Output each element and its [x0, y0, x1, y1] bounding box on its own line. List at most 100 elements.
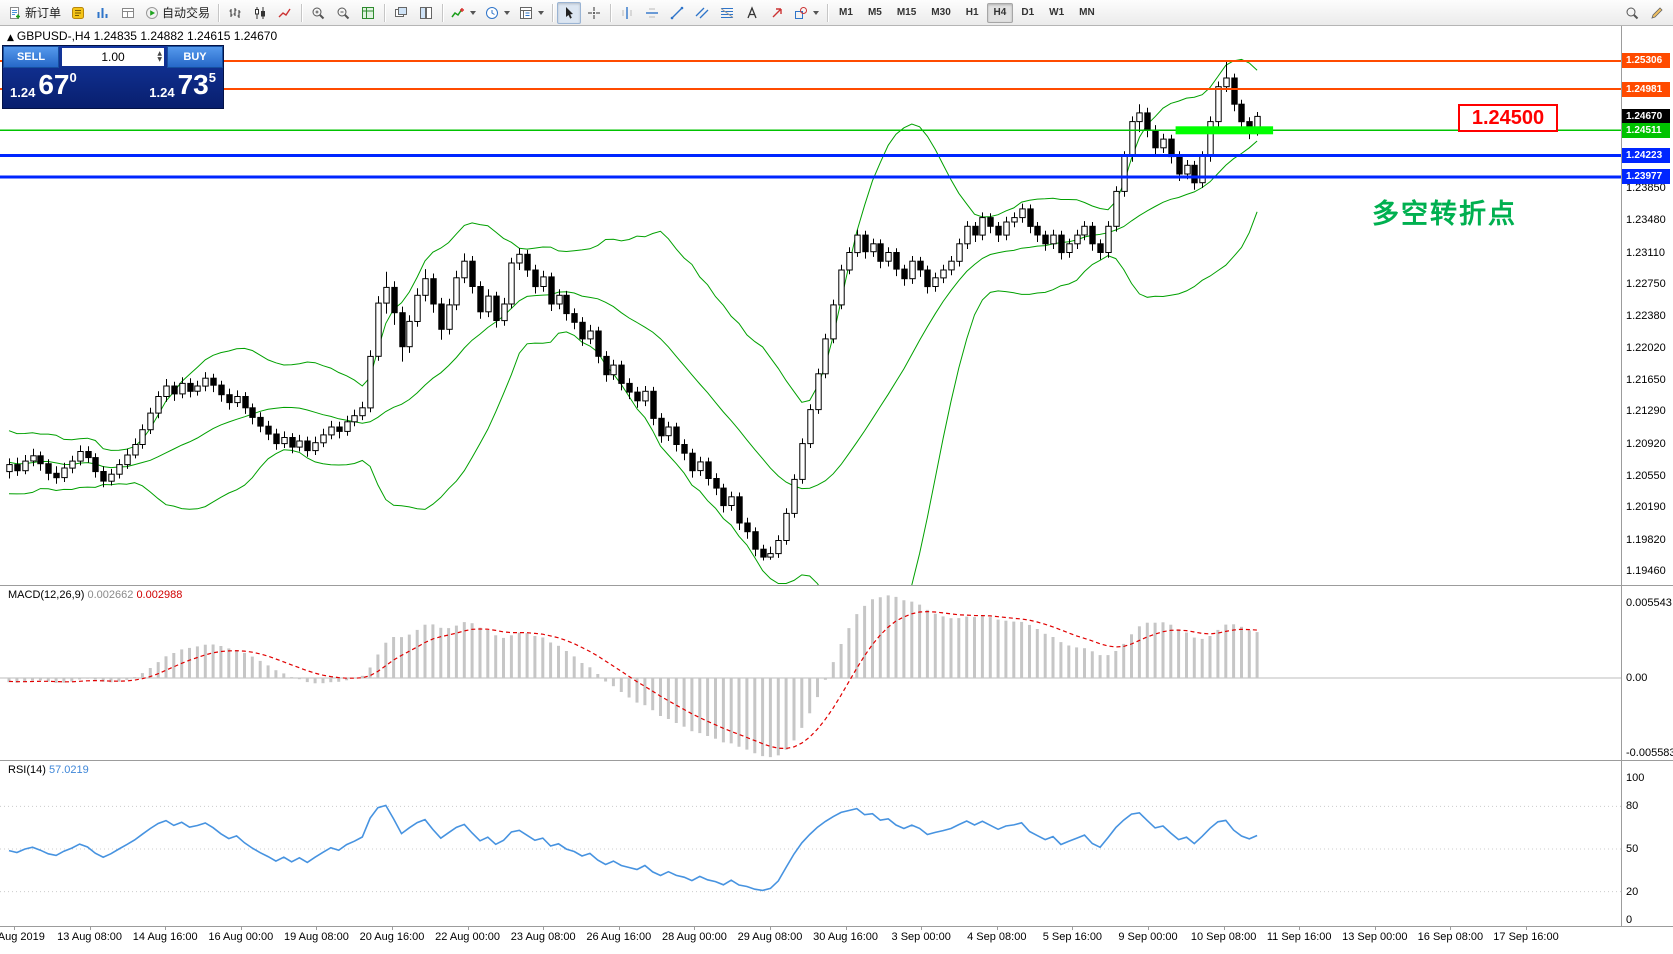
time-axis-label: 26 Aug 16:00 — [586, 931, 652, 943]
tile-windows-button[interactable] — [356, 2, 380, 24]
arrow-tools-button[interactable] — [765, 2, 789, 24]
buy-button[interactable]: BUY — [167, 46, 223, 68]
volume-down-icon[interactable]: ▼ — [157, 56, 162, 63]
time-axis-label: 11 Sep 16:00 — [1266, 931, 1332, 943]
support-zone[interactable] — [1175, 126, 1274, 135]
new-order-button[interactable]: 新订单 — [4, 2, 65, 24]
pencil-icon — [1651, 6, 1663, 19]
toolbar-separator — [442, 3, 444, 22]
buy-price[interactable]: 1.24 73 5 — [149, 69, 216, 101]
search-button[interactable] — [1620, 2, 1644, 24]
bars-icon — [229, 7, 241, 18]
trendline-button[interactable] — [665, 2, 689, 24]
shapes-button[interactable] — [790, 2, 823, 24]
zoom-out-icon — [337, 7, 350, 19]
dropdown-arrow-icon — [538, 10, 545, 15]
rsi-axis-label: 80 — [1626, 800, 1639, 813]
horizontal-line-button[interactable] — [640, 2, 664, 24]
arrow-icon — [772, 7, 782, 17]
periods-button[interactable] — [481, 2, 514, 24]
indicators-button[interactable] — [447, 2, 480, 24]
auto-trading-button[interactable]: 自动交易 — [141, 2, 214, 24]
toolbar-separator — [552, 3, 554, 22]
cascade-windows-button[interactable] — [389, 2, 413, 24]
templates-button[interactable] — [515, 2, 548, 24]
price-axis-label: 1.23850 — [1626, 181, 1666, 194]
textA-icon — [747, 5, 757, 18]
price-axis-label: 1.23480 — [1626, 214, 1666, 227]
bar-chart-mode-button[interactable] — [223, 2, 247, 24]
data-window-button[interactable] — [116, 2, 140, 24]
zoom-in-icon — [312, 7, 325, 19]
equidistant-channel-button[interactable] — [690, 2, 714, 24]
line-chart-mode-button[interactable] — [273, 2, 297, 24]
price-tag: 1.23977 — [1622, 169, 1670, 185]
timeframe-m1[interactable]: M1 — [839, 7, 853, 18]
timeframe-m5[interactable]: M5 — [867, 7, 882, 18]
sell-button[interactable]: SELL — [3, 46, 59, 68]
time-axis-label: 12 Aug 2019 — [0, 931, 45, 943]
volume-stepper[interactable]: ▲ ▼ — [156, 48, 163, 66]
timeframe-d1[interactable]: D1 — [1021, 7, 1035, 18]
crosshair-button[interactable] — [582, 2, 606, 24]
one-click-trading-panel: SELL 1.00 ▲ ▼ BUY 1.24 67 0 1.24 73 5 — [2, 45, 224, 109]
price-axis-label: 1.19460 — [1626, 565, 1666, 577]
price-callout-label[interactable]: 1.24500 — [1458, 104, 1558, 132]
timeframe-h1[interactable]: H1 — [965, 7, 979, 18]
timeframe-m15[interactable]: M15 — [896, 7, 917, 18]
new-order-icon — [10, 6, 20, 19]
metaeditor-button[interactable] — [66, 2, 90, 24]
rsi-axis-label: 20 — [1626, 885, 1639, 898]
vertical-line-button[interactable] — [615, 2, 639, 24]
trendline-icon — [670, 6, 684, 19]
quick-edit-button[interactable] — [1645, 2, 1669, 24]
market-watch-button[interactable] — [91, 2, 115, 24]
cursor-button[interactable] — [557, 1, 582, 24]
fibo-icon — [720, 7, 734, 18]
volume-input[interactable]: 1.00 ▲ ▼ — [62, 48, 164, 66]
price-axis-label: 1.22750 — [1626, 277, 1666, 290]
macd-axis-label: -0.005583 — [1626, 747, 1673, 760]
price-axis-label: 1.23110 — [1626, 246, 1665, 259]
chart-plot[interactable] — [0, 26, 1673, 949]
sell-price[interactable]: 1.24 67 0 — [10, 69, 77, 101]
macd-label: MACD(12,26,9) 0.002662 0.002988 — [8, 589, 183, 601]
tilewin-icon — [420, 6, 433, 19]
timeframe-w1[interactable]: W1 — [1049, 7, 1065, 18]
price-axis-label: 1.22020 — [1626, 341, 1666, 354]
time-axis-label: 29 Aug 08:00 — [737, 931, 803, 943]
time-axis-label: 28 Aug 00:00 — [661, 931, 727, 943]
text-label-button[interactable] — [740, 2, 764, 24]
time-axis-label: 19 Aug 08:00 — [283, 931, 349, 943]
volume-up-icon[interactable]: ▲ — [157, 50, 162, 57]
time-axis-label: 16 Sep 08:00 — [1417, 931, 1484, 943]
zoom-in-button[interactable] — [306, 2, 330, 24]
time-axis-label: 17 Sep 16:00 — [1493, 931, 1559, 943]
channel-icon — [695, 7, 709, 18]
price-tag: 1.24511 — [1622, 122, 1670, 138]
price-tag: 1.25306 — [1622, 53, 1670, 69]
market-icon — [97, 7, 108, 18]
symbol-marker-icon: ▲ — [7, 33, 14, 43]
search-icon — [1626, 7, 1639, 19]
timeframe-h4[interactable]: H4 — [986, 2, 1014, 23]
time-axis-label: 13 Aug 08:00 — [57, 931, 123, 943]
toolbar-separator — [301, 3, 303, 22]
toolbar-separator — [384, 3, 386, 22]
timeframe-m30[interactable]: M30 — [931, 7, 951, 18]
rsi-axis-label: 100 — [1626, 772, 1645, 784]
zoom-out-button[interactable] — [331, 2, 355, 24]
macd-axis-label: 0.005543 — [1626, 597, 1672, 610]
chart-canvas[interactable] — [0, 26, 1673, 949]
fibonacci-retracement-button[interactable] — [715, 2, 739, 24]
tile-vertically-button[interactable] — [414, 2, 438, 24]
cursor-icon — [566, 6, 574, 19]
timeframe-mn[interactable]: MN — [1079, 7, 1095, 18]
price-axis-label: 1.22380 — [1626, 310, 1666, 323]
candles-icon — [255, 6, 266, 19]
note-text[interactable]: 多空转折点 — [1372, 199, 1517, 229]
chart-title: ▲ GBPUSD-,H4 1.24835 1.24882 1.24615 1.24… — [7, 29, 278, 43]
shapes-icon — [795, 6, 808, 19]
candlestick-mode-button[interactable] — [248, 2, 272, 24]
chart-window: ▲ GBPUSD-,H4 1.24835 1.24882 1.24615 1.24… — [0, 26, 1673, 949]
